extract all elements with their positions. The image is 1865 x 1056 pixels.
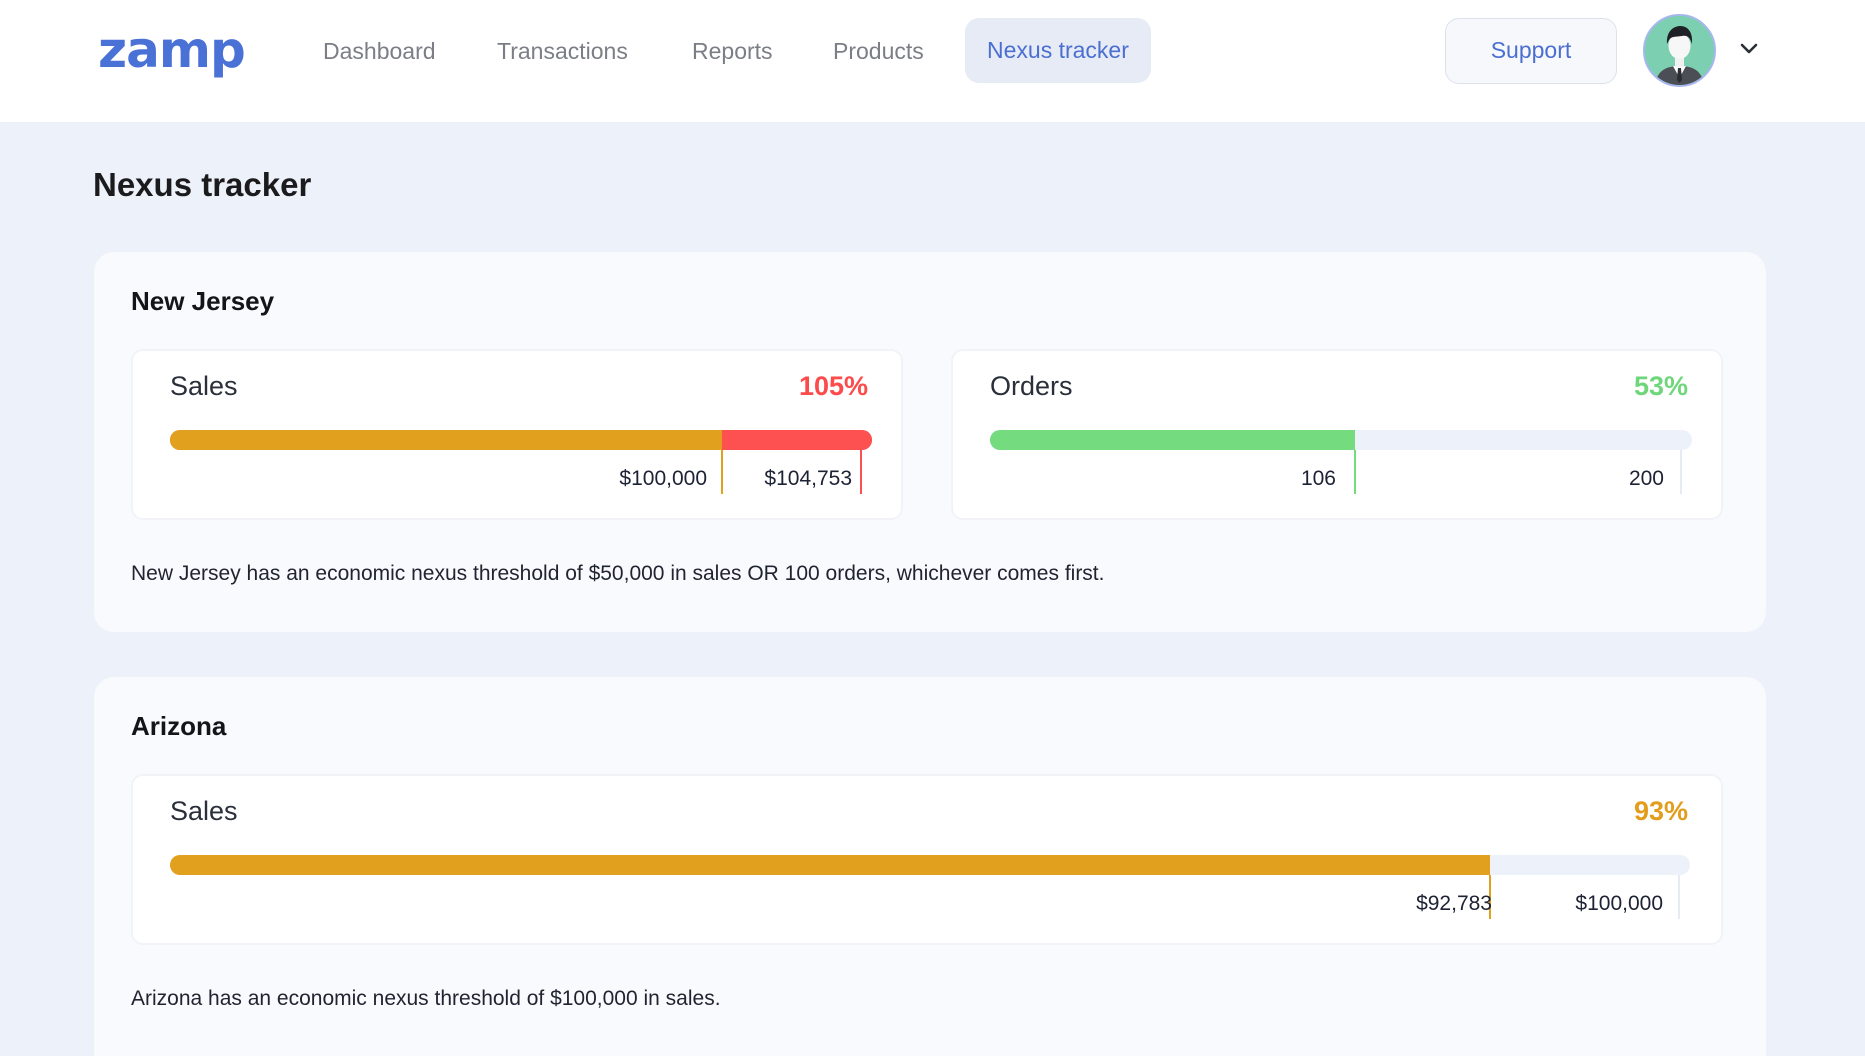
nav-dashboard[interactable]: Dashboard [323,38,436,64]
metric-sales: Sales 105% $100,000 $104,753 [131,349,903,520]
metric-label: Orders [990,371,1073,401]
threshold-marker [721,450,723,494]
progress-bar [170,855,1690,919]
progress-fill-over [722,430,872,450]
nav-reports[interactable]: Reports [692,38,773,64]
current-marker [1354,450,1356,494]
state-card-new-jersey: New Jersey Sales 105% $100,000 $104,753 … [94,252,1766,632]
metric-percent: 105% [798,371,868,401]
nexus-note: Arizona has an economic nexus threshold … [131,987,721,1010]
metric-label: Sales [170,371,238,401]
metric-orders: Orders 53% 106 200 [951,349,1723,520]
metric-label: Sales [170,796,238,826]
zamp-logo[interactable]: zamp [98,21,246,79]
threshold-marker [1680,450,1682,494]
state-card-arizona: Arizona Sales 93% $92,783 $100,000 Arizo… [94,677,1766,1056]
progress-bar [170,430,872,494]
threshold-value: $100,000 [1575,892,1663,915]
current-value: $92,783 [1416,892,1492,915]
current-value: $104,753 [764,467,852,490]
state-name: New Jersey [131,286,275,316]
progress-fill [990,430,1355,450]
progress-fill [170,855,1490,875]
nav-products[interactable]: Products [833,38,924,64]
metric-percent: 53% [1633,371,1688,401]
threshold-value: $100,000 [619,467,707,490]
avatar-person-icon [1645,16,1714,85]
state-name: Arizona [131,711,227,741]
progress-fill-threshold [170,430,722,450]
nexus-note: New Jersey has an economic nexus thresho… [131,562,1105,585]
current-value: 106 [1300,467,1336,490]
threshold-marker [1678,875,1680,919]
current-marker [860,450,862,494]
metric-percent: 93% [1633,796,1688,826]
threshold-value: 200 [1628,467,1664,490]
user-avatar[interactable] [1643,14,1716,87]
chevron-down-icon[interactable] [1737,36,1761,60]
metric-sales: Sales 93% $92,783 $100,000 [131,774,1723,945]
page-title: Nexus tracker [93,166,312,203]
progress-bar [990,430,1692,494]
nav-nexus-tracker[interactable]: Nexus tracker [965,18,1151,83]
support-button[interactable]: Support [1445,18,1617,84]
current-marker [1489,875,1491,919]
nav-transactions[interactable]: Transactions [497,38,628,64]
top-nav-bar: zamp Dashboard Transactions Reports Prod… [0,0,1865,122]
